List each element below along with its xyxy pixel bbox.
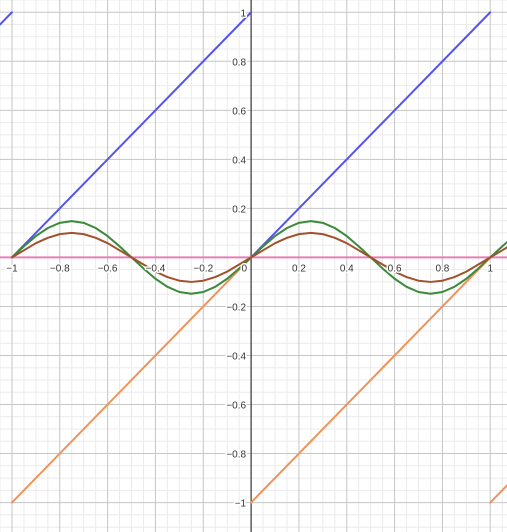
series-line-2 xyxy=(250,11,492,259)
y-tick-label: 1 xyxy=(241,8,247,19)
y-tick-label: −0.6 xyxy=(226,401,246,412)
x-tick-label: 1 xyxy=(487,263,493,274)
x-tick-label: 0.4 xyxy=(340,263,354,274)
series-line-5 xyxy=(489,484,507,504)
y-tick-label: 0.6 xyxy=(232,106,246,117)
y-tick-label: −0.8 xyxy=(226,450,246,461)
series-line-7 xyxy=(10,220,507,295)
x-tick-label: −0.4 xyxy=(146,263,166,274)
y-tick-label: 0.4 xyxy=(232,155,246,166)
y-tick-label: −1 xyxy=(235,499,247,510)
series-line-1 xyxy=(10,11,253,259)
x-tick-label: −1 xyxy=(6,263,18,274)
x-tick-label: 0.8 xyxy=(435,263,449,274)
y-tick-label: −0.2 xyxy=(226,302,246,313)
y-tick-label: 0.8 xyxy=(232,57,246,68)
x-tick-label: −0.2 xyxy=(193,263,213,274)
series-line-0 xyxy=(0,11,13,26)
x-tick-label: −0.6 xyxy=(98,263,118,274)
series-line-8 xyxy=(10,231,507,283)
tick-labels: −1 −0.8 −0.6 −0.4 −0.2 0 0.2 0.4 0.6 0.8 1 1 0.8 0.6 0… xyxy=(5,7,495,511)
series-line-3 xyxy=(10,256,253,504)
y-tick-label: 0.2 xyxy=(232,204,246,215)
x-tick-label: −0.8 xyxy=(50,263,70,274)
x-tick-label: 0.2 xyxy=(292,263,306,274)
y-tick-label: −0.4 xyxy=(226,351,246,362)
x-tick-label: 0 xyxy=(242,263,248,274)
x-tick-label: 0.6 xyxy=(388,263,402,274)
series-line-4 xyxy=(250,256,492,504)
series-layer xyxy=(0,11,507,504)
